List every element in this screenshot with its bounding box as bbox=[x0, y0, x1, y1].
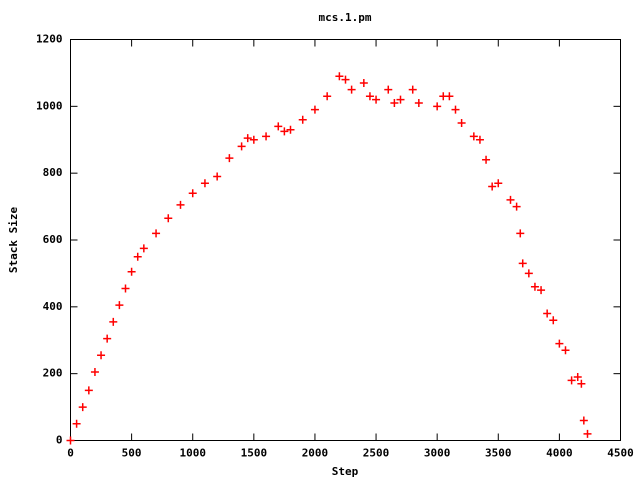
point bbox=[262, 132, 271, 141]
point bbox=[298, 115, 307, 124]
point bbox=[488, 182, 497, 191]
point bbox=[274, 122, 283, 131]
point bbox=[109, 317, 118, 326]
point bbox=[506, 195, 515, 204]
point bbox=[103, 334, 112, 343]
point bbox=[530, 282, 539, 291]
point bbox=[133, 252, 142, 261]
point bbox=[445, 92, 454, 101]
point bbox=[359, 78, 368, 87]
point bbox=[347, 85, 356, 94]
point bbox=[225, 154, 234, 163]
point bbox=[152, 229, 161, 238]
x-tick-label: 2000 bbox=[302, 447, 329, 460]
point bbox=[549, 316, 558, 325]
x-tick-label: 1000 bbox=[179, 447, 206, 460]
point bbox=[512, 202, 521, 211]
point bbox=[390, 98, 399, 107]
plot-frame bbox=[70, 39, 621, 441]
x-tick-label: 3500 bbox=[485, 447, 512, 460]
point bbox=[408, 85, 417, 94]
point bbox=[396, 95, 405, 104]
point bbox=[127, 267, 136, 276]
y-tick-label: 800 bbox=[43, 166, 63, 179]
point bbox=[518, 259, 527, 268]
x-axis-label: Step bbox=[332, 465, 359, 478]
point bbox=[286, 125, 295, 134]
point bbox=[84, 386, 93, 395]
point bbox=[516, 229, 525, 238]
point bbox=[72, 419, 81, 428]
point bbox=[561, 346, 570, 355]
point bbox=[365, 92, 374, 101]
y-tick-label: 0 bbox=[56, 434, 63, 447]
x-tick-label: 2500 bbox=[363, 447, 390, 460]
point bbox=[543, 309, 552, 318]
y-tick-label: 1200 bbox=[36, 33, 63, 46]
point bbox=[164, 214, 173, 223]
point bbox=[384, 85, 393, 94]
point bbox=[97, 351, 106, 360]
y-tick-label: 400 bbox=[43, 300, 63, 313]
point bbox=[579, 416, 588, 425]
point bbox=[494, 179, 503, 188]
point bbox=[372, 95, 381, 104]
point bbox=[482, 155, 491, 164]
point bbox=[583, 429, 592, 438]
point bbox=[280, 127, 289, 136]
point bbox=[573, 373, 582, 382]
point bbox=[567, 376, 576, 385]
point bbox=[121, 284, 130, 293]
point bbox=[414, 98, 423, 107]
point bbox=[310, 105, 319, 114]
x-tick-label: 1500 bbox=[241, 447, 268, 460]
x-tick-label: 4000 bbox=[546, 447, 573, 460]
y-tick-label: 1000 bbox=[36, 99, 63, 112]
point bbox=[115, 301, 124, 310]
point bbox=[139, 244, 148, 253]
point bbox=[90, 367, 99, 376]
point bbox=[577, 379, 586, 388]
point bbox=[78, 403, 87, 412]
point bbox=[451, 105, 460, 114]
point bbox=[475, 135, 484, 144]
point bbox=[188, 189, 197, 198]
y-tick-label: 200 bbox=[43, 367, 63, 380]
point bbox=[433, 102, 442, 111]
point bbox=[243, 134, 252, 143]
point bbox=[200, 179, 209, 188]
point bbox=[249, 135, 258, 144]
point bbox=[524, 269, 533, 278]
point bbox=[469, 132, 478, 141]
point bbox=[335, 72, 344, 81]
x-tick-label: 0 bbox=[67, 447, 74, 460]
point bbox=[537, 286, 546, 295]
point bbox=[213, 172, 222, 181]
point bbox=[66, 436, 75, 445]
point bbox=[237, 142, 246, 151]
point bbox=[555, 339, 564, 348]
point bbox=[323, 92, 332, 101]
point bbox=[341, 75, 350, 84]
y-tick-label: 600 bbox=[43, 233, 63, 246]
x-tick-label: 3000 bbox=[424, 447, 451, 460]
x-tick-label: 500 bbox=[122, 447, 142, 460]
chart-title: mcs.1.pm bbox=[319, 11, 372, 24]
y-axis-label: Stack Size bbox=[7, 207, 20, 274]
point bbox=[176, 200, 185, 209]
x-tick-label: 4500 bbox=[607, 447, 634, 460]
point bbox=[457, 119, 466, 128]
